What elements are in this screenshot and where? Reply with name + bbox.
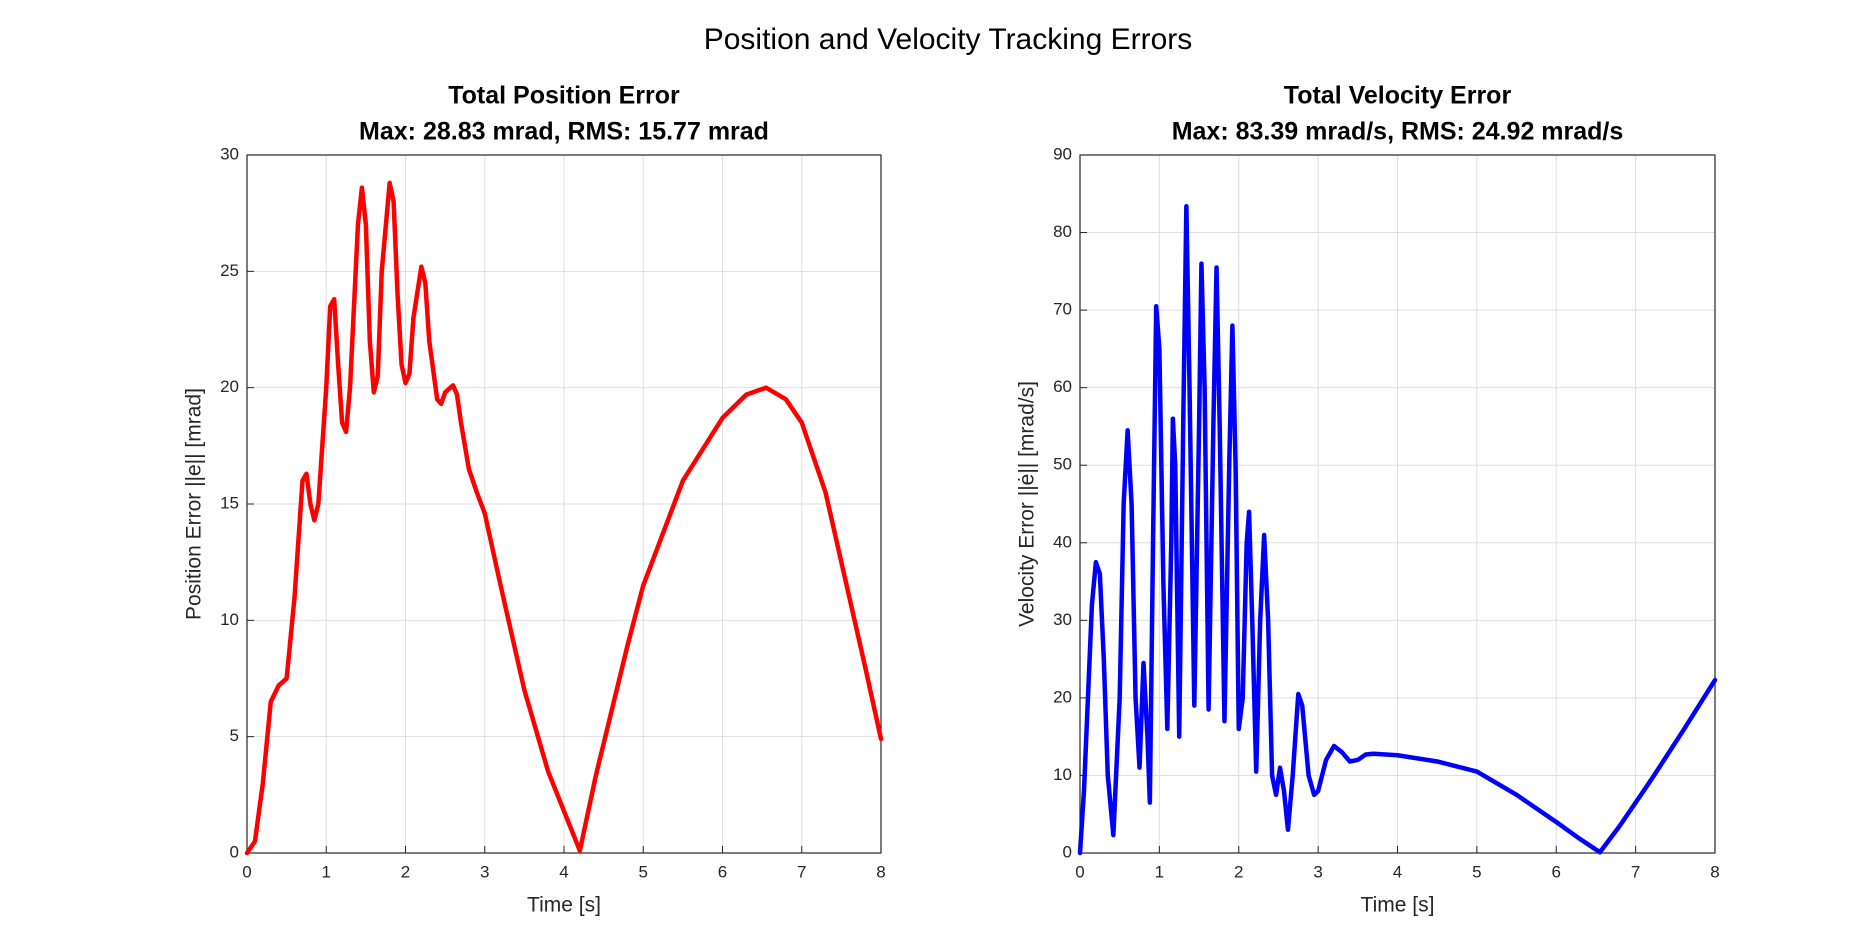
y-tick-label: 40 xyxy=(1053,532,1072,551)
x-tick-label: 5 xyxy=(1472,862,1481,881)
y-tick-label: 80 xyxy=(1053,222,1072,241)
y-tick-label: 90 xyxy=(1053,144,1072,163)
y-tick-label: 20 xyxy=(220,377,239,396)
y-tick-label: 10 xyxy=(1053,765,1072,784)
y-tick-label: 5 xyxy=(230,726,239,745)
data-line xyxy=(244,180,884,856)
axes-box xyxy=(246,154,882,854)
x-tick-label: 7 xyxy=(797,862,806,881)
x-tick-label: 5 xyxy=(639,862,648,881)
x-tick-label: 0 xyxy=(1075,862,1084,881)
x-tick-label: 7 xyxy=(1631,862,1640,881)
x-tick-label: 4 xyxy=(559,862,568,881)
x-tick-label: 0 xyxy=(242,862,251,881)
chart-subtitle: Max: 28.83 mrad, RMS: 15.77 mrad xyxy=(359,118,769,146)
y-tick-label: 10 xyxy=(220,610,239,629)
x-tick-label: 1 xyxy=(322,862,331,881)
figure-title: Position and Velocity Tracking Errors xyxy=(704,23,1193,56)
x-tick-label: 8 xyxy=(876,862,885,881)
y-tick-label: 0 xyxy=(1063,842,1072,861)
chart-subtitle: Max: 83.39 mrad/s, RMS: 24.92 mrad/s xyxy=(1172,118,1624,146)
x-tick-label: 4 xyxy=(1393,862,1402,881)
y-tick-label: 30 xyxy=(220,144,239,163)
y-axis-label: Velocity Error ||ė|| [mrad/s] xyxy=(1016,381,1039,627)
y-axis-label: Position Error ||e|| [mrad] xyxy=(183,388,206,620)
x-tick-label: 2 xyxy=(1234,862,1243,881)
chart-title: Total Position Error xyxy=(448,82,680,110)
x-tick-label: 1 xyxy=(1155,862,1164,881)
y-tick-label: 60 xyxy=(1053,377,1072,396)
x-tick-label: 8 xyxy=(1710,862,1719,881)
y-tick-label: 20 xyxy=(1053,687,1072,706)
y-tick-label: 50 xyxy=(1053,455,1072,474)
x-axis-label: Time [s] xyxy=(1361,894,1435,917)
y-tick-label: 25 xyxy=(220,261,239,280)
x-tick-label: 2 xyxy=(401,862,410,881)
x-tick-label: 3 xyxy=(480,862,489,881)
y-tick-label: 30 xyxy=(1053,610,1072,629)
y-tick-label: 70 xyxy=(1053,300,1072,319)
axes-box xyxy=(1079,154,1716,854)
data-line xyxy=(1077,203,1718,856)
x-tick-label: 6 xyxy=(718,862,727,881)
x-axis-label: Time [s] xyxy=(527,894,601,917)
x-tick-label: 3 xyxy=(1313,862,1322,881)
y-tick-label: 15 xyxy=(220,493,239,512)
x-tick-label: 6 xyxy=(1552,862,1561,881)
y-tick-label: 0 xyxy=(230,842,239,861)
chart-title: Total Velocity Error xyxy=(1284,82,1512,110)
